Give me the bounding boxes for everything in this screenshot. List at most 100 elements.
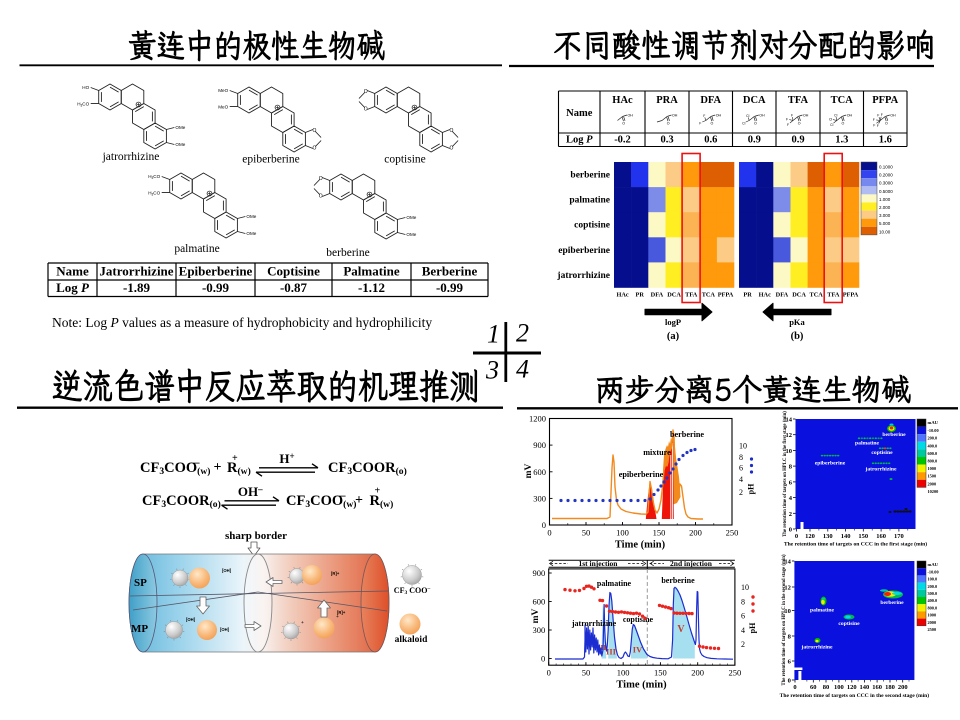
svg-text:10200: 10200	[928, 489, 939, 494]
svg-text:SP: SP	[134, 577, 147, 589]
svg-text:O: O	[364, 107, 368, 113]
svg-text:O: O	[842, 122, 845, 126]
svg-text:8: 8	[789, 464, 793, 471]
svg-text:jatrorrhizine: jatrorrhizine	[865, 467, 897, 473]
svg-text:OH: OH	[803, 114, 809, 118]
svg-text:TFA: TFA	[788, 95, 809, 106]
svg-text:PFPA: PFPA	[843, 292, 859, 299]
svg-text:4: 4	[741, 626, 745, 635]
svg-text:O: O	[364, 89, 368, 95]
svg-text:pH: pH	[748, 622, 757, 633]
svg-text:OMe: OMe	[246, 231, 256, 236]
svg-text:pH: pH	[747, 483, 756, 494]
svg-text:pKa: pKa	[789, 317, 805, 327]
svg-text:PFPA: PFPA	[872, 95, 898, 106]
svg-text:OMe: OMe	[246, 214, 256, 219]
svg-text:coptisine: coptisine	[838, 621, 860, 627]
svg-text:OMe: OMe	[175, 125, 185, 130]
svg-text:F: F	[699, 121, 701, 125]
svg-text:Cl: Cl	[830, 123, 833, 127]
svg-text:III: III	[606, 647, 617, 657]
svg-text:Berberine: Berberine	[422, 264, 478, 279]
svg-text:8: 8	[788, 634, 792, 641]
svg-text:Cl: Cl	[746, 114, 749, 118]
svg-text:0: 0	[789, 527, 792, 534]
svg-text:Time (min): Time (min)	[615, 540, 666, 551]
svg-text:F: F	[873, 123, 875, 127]
svg-text:0.9: 0.9	[791, 135, 804, 146]
svg-text:O: O	[449, 128, 453, 134]
svg-text:12: 12	[786, 432, 793, 439]
svg-text:0.1000: 0.1000	[879, 165, 893, 170]
svg-text:900: 900	[533, 440, 546, 450]
svg-text:F: F	[787, 123, 789, 127]
svg-text:100: 100	[617, 668, 630, 678]
svg-text:jatrorrhizine: jatrorrhizine	[571, 619, 617, 628]
svg-text:MeO: MeO	[218, 88, 228, 93]
svg-text:DFA: DFA	[651, 292, 664, 299]
svg-text:mV: mV	[531, 608, 541, 623]
svg-text:1500: 1500	[928, 474, 937, 479]
svg-text:6: 6	[788, 659, 792, 666]
svg-text:PFPA: PFPA	[718, 292, 734, 299]
svg-text:H+: H+	[279, 451, 294, 466]
svg-text:400.0: 400.0	[928, 598, 938, 603]
svg-text:800.0: 800.0	[928, 459, 938, 464]
svg-text:4: 4	[516, 355, 529, 384]
svg-text:0: 0	[541, 654, 545, 664]
svg-text:Time (min): Time (min)	[616, 680, 667, 691]
svg-text:Palmatine: Palmatine	[343, 264, 400, 279]
svg-text:60: 60	[810, 684, 817, 691]
svg-text:-0.2: -0.2	[614, 135, 631, 146]
svg-text:-0.99: -0.99	[436, 280, 464, 295]
svg-text:OH: OH	[716, 114, 722, 118]
svg-text:200: 200	[691, 668, 704, 678]
svg-text:PR: PR	[636, 292, 645, 299]
svg-text:-10.00: -10.00	[928, 569, 939, 574]
svg-text:(a): (a)	[667, 331, 680, 342]
svg-text:epiberberine: epiberberine	[558, 246, 610, 256]
svg-text:4: 4	[789, 495, 793, 502]
svg-text:palmatine: palmatine	[597, 579, 632, 588]
svg-text:Cl: Cl	[834, 113, 837, 117]
svg-text:10: 10	[739, 442, 747, 451]
svg-text:O: O	[885, 122, 888, 126]
svg-text:–: –	[193, 455, 201, 469]
svg-text:400.0: 400.0	[928, 443, 938, 448]
svg-text:8: 8	[741, 597, 745, 606]
svg-text:jatrorrhizine: jatrorrhizine	[801, 645, 833, 651]
svg-text:900: 900	[532, 568, 545, 578]
svg-text:1.3: 1.3	[835, 135, 848, 146]
svg-text:CF3COO(w): CF3COO(w)	[140, 460, 210, 477]
svg-text:10: 10	[784, 608, 791, 615]
svg-text:200.0: 200.0	[928, 584, 938, 589]
svg-text:CF3COO(w): CF3COO(w)	[286, 493, 356, 510]
svg-text:Cl: Cl	[829, 117, 832, 121]
svg-text:coptisine: coptisine	[871, 450, 893, 456]
svg-text:DCA: DCA	[667, 292, 681, 299]
svg-text:250: 250	[729, 668, 742, 678]
svg-text:2nd injection: 2nd injection	[670, 559, 713, 568]
svg-text:V: V	[677, 624, 685, 635]
svg-text:[OH]: [OH]	[186, 617, 196, 622]
svg-text:F: F	[703, 114, 705, 118]
svg-text:0: 0	[542, 520, 546, 530]
svg-text:[OH]: [OH]	[222, 568, 232, 573]
svg-text:OMe: OMe	[406, 232, 416, 237]
svg-text:O: O	[449, 146, 453, 152]
svg-text:250: 250	[726, 528, 739, 538]
svg-text:HAc: HAc	[612, 95, 633, 106]
svg-text:DCA: DCA	[792, 292, 806, 299]
svg-text:Epiberberine: Epiberberine	[179, 264, 253, 279]
svg-text:140: 140	[841, 533, 851, 540]
svg-text:berberine: berberine	[661, 576, 695, 585]
svg-text:100: 100	[616, 528, 629, 538]
svg-text:logP: logP	[665, 317, 681, 327]
svg-text:TFA: TFA	[685, 292, 698, 299]
svg-text:berberine: berberine	[570, 171, 610, 181]
svg-text:+: +	[214, 460, 222, 475]
svg-text:[OH]: [OH]	[220, 627, 230, 632]
svg-text:OH: OH	[847, 114, 853, 118]
svg-text:jatrorrhizine: jatrorrhizine	[556, 271, 610, 281]
svg-text:0: 0	[793, 684, 796, 691]
